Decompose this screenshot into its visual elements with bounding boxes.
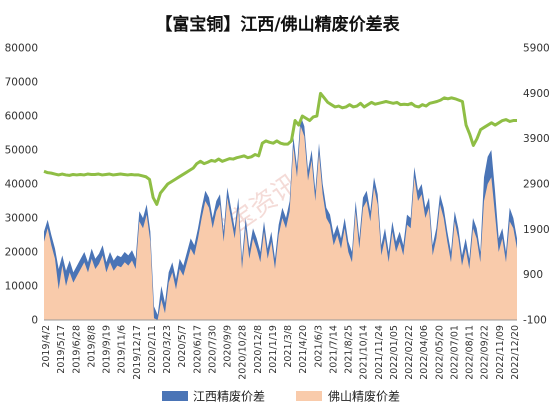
y-right-tick-label: 3900 <box>523 133 550 145</box>
y-left-tick-label: 20000 <box>5 247 38 259</box>
x-tick-label: 2022/05/20 <box>434 325 445 380</box>
x-tick-label: 2020/5/7 <box>177 325 188 368</box>
y-left-tick-label: 80000 <box>5 43 38 55</box>
y-right-tick-label: 5900 <box>523 43 550 55</box>
x-tick-label: 2019/8/8 <box>86 325 97 368</box>
x-tick-label: 2019/12/17 <box>132 325 143 380</box>
y-right-tick-label: 900 <box>523 269 543 281</box>
x-tick-label: 2021/3/8 <box>283 325 294 368</box>
y-right-tick-label: 4900 <box>523 88 550 100</box>
x-tick-label: 2019/11/6 <box>117 325 128 374</box>
y-left-tick-label: 0 <box>31 315 38 327</box>
legend-swatch <box>162 391 188 401</box>
x-tick-label: 2022/04/06 <box>419 325 430 380</box>
x-tick-label: 2022/12/20 <box>510 325 521 380</box>
x-tick-label: 2020/7/30 <box>207 325 218 374</box>
y-left-tick-label: 30000 <box>5 213 38 225</box>
x-tick-label: 2020/2/11 <box>147 325 158 374</box>
x-tick-label: 2021/8/25 <box>344 325 355 374</box>
x-tick-label: 2020/12/8 <box>253 325 264 374</box>
y-left-tick-label: 50000 <box>5 145 38 157</box>
series-area-foshan <box>44 126 517 320</box>
x-tick-label: 2022/11/09 <box>495 325 506 380</box>
y-left-tick-label: 10000 <box>5 281 38 293</box>
x-tick-label: 2022/09/22 <box>480 325 491 380</box>
y-left-tick-label: 60000 <box>5 111 38 123</box>
y-left-tick-label: 40000 <box>5 179 38 191</box>
legend-label: 江西精废价差 <box>193 389 265 404</box>
chart-title: 【富宝铜】江西/佛山精废价差表 <box>155 14 400 35</box>
legend-label: 佛山精废价差 <box>328 389 400 404</box>
x-tick-label: 2022/01/05 <box>389 325 400 380</box>
legend-swatch <box>296 391 322 401</box>
y-right-tick-label: -100 <box>523 315 547 327</box>
series-line-spread <box>43 91 517 206</box>
x-tick-label: 2020/10/28 <box>238 325 249 380</box>
y-right-tick-label: 2900 <box>523 179 550 191</box>
x-tick-label: 2021/11/24 <box>374 325 385 380</box>
x-tick-label: 2022/08/11 <box>465 325 476 380</box>
x-tick-label: 2019/6/28 <box>71 325 82 374</box>
x-tick-label: 2021/1/19 <box>268 325 279 374</box>
x-tick-label: 2019/9/19 <box>102 325 113 374</box>
x-tick-label: 2021/10/14 <box>359 325 370 380</box>
x-tick-label: 2022/02/22 <box>404 325 415 380</box>
x-tick-label: 2021/7/14 <box>328 325 339 374</box>
x-tick-label: 2022/07/01 <box>449 325 460 380</box>
x-tick-label: 2019/5/17 <box>56 325 67 374</box>
x-tick-label: 2021/4/20 <box>298 325 309 374</box>
x-tick-label: 2021/6/3 <box>313 325 324 368</box>
x-tick-label: 2019/4/2 <box>41 325 52 368</box>
y-left-tick-label: 70000 <box>5 77 38 89</box>
x-tick-label: 2020/9/9 <box>223 325 234 368</box>
x-tick-label: 2020/3/23 <box>162 325 173 374</box>
x-tick-label: 2020/6/17 <box>192 325 203 374</box>
y-right-tick-label: 1900 <box>523 224 550 236</box>
